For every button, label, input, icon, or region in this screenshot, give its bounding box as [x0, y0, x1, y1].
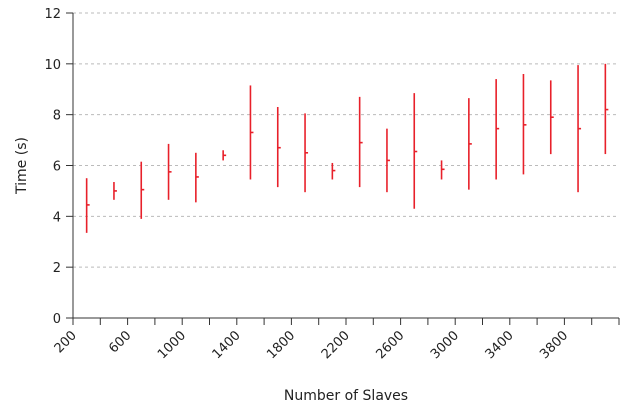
y-tick-label: 6 — [53, 160, 61, 175]
y-tick-label: 0 — [53, 312, 61, 327]
x-tick-label: 3800 — [537, 328, 571, 362]
x-axis-title: Number of Slaves — [284, 388, 408, 404]
y-tick-label: 2 — [53, 261, 61, 276]
y-axis-title: Time (s) — [14, 137, 30, 195]
y-tick-label: 12 — [44, 7, 61, 22]
x-tick-label: 1400 — [210, 328, 244, 362]
y-tick-label: 10 — [44, 58, 61, 73]
x-tick-label: 1800 — [264, 328, 298, 362]
x-tick-label: 3000 — [428, 328, 462, 362]
y-tick-label: 8 — [53, 109, 61, 124]
y-ticks: 0 2 4 6 8 10 12 — [44, 7, 73, 327]
x-tick-label: 2600 — [373, 328, 407, 362]
y-tick-label: 4 — [53, 210, 61, 225]
x-ticks: 200 600 1000 1400 1800 2200 2600 3000 3400 3800 — [52, 318, 620, 362]
gridlines — [73, 12, 619, 268]
x-tick-label: 3400 — [483, 328, 517, 362]
x-tick-label: 1000 — [155, 328, 189, 362]
x-tick-label: 200 — [52, 328, 80, 356]
x-tick-label: 2200 — [319, 328, 353, 362]
range-series — [85, 63, 609, 233]
x-tick-label: 600 — [106, 328, 134, 356]
